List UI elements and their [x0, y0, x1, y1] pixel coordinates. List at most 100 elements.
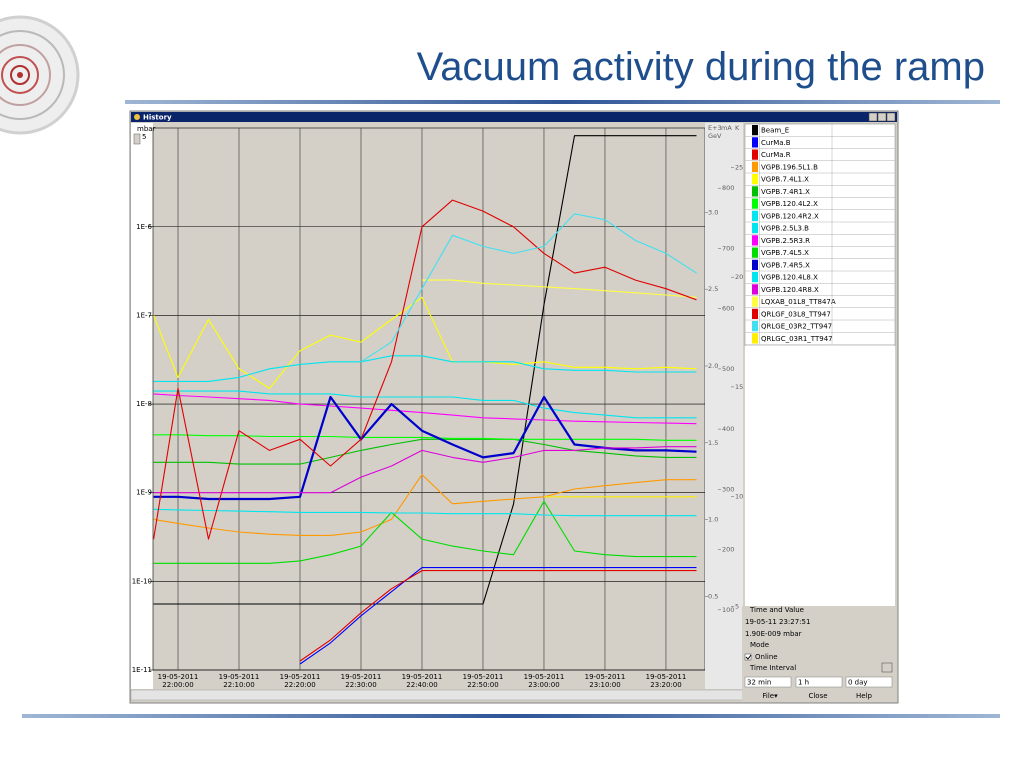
x-tick-label: 19-05-2011	[646, 673, 687, 681]
interval-field[interactable]	[744, 676, 792, 688]
series-line	[153, 500, 697, 564]
checkmark	[745, 654, 752, 660]
legend-swatch[interactable]	[752, 333, 758, 344]
value-readout: 1.90E-009 mbar	[745, 630, 802, 638]
x-tick-label: 19-05-2011	[463, 673, 504, 681]
right-tick-label: 2.5	[708, 285, 718, 293]
top-rule	[125, 100, 1000, 104]
series-line	[153, 446, 697, 494]
side-panel: Time and Value 19-05-11 23:27:51 1.90E-0…	[742, 606, 896, 702]
legend-swatch[interactable]	[752, 321, 758, 332]
interval-field[interactable]	[845, 676, 893, 688]
window-controls[interactable]	[868, 112, 896, 122]
slide-title: Vacuum activity during the ramp	[417, 45, 985, 89]
right-tick-label: 500	[722, 365, 734, 373]
legend-label: VGPB.2.5L3.B	[761, 225, 809, 233]
series-line	[153, 508, 697, 517]
legend-label: VGPB.2.5R3.R	[761, 237, 810, 245]
legend-swatch[interactable]	[752, 247, 758, 258]
right-tick-label: 5	[735, 602, 739, 610]
legend-swatch[interactable]	[752, 198, 758, 209]
legend-swatch[interactable]	[752, 284, 758, 295]
right-tick-label: 25	[735, 163, 743, 171]
logo	[0, 15, 80, 135]
right-tick-label: 200	[722, 546, 734, 554]
right-tick-label: 400	[722, 425, 734, 433]
legend-label: VGPB.196.5L1.B	[761, 163, 818, 171]
x-tick-label: 22:30:00	[345, 681, 376, 689]
title-bar	[131, 112, 897, 122]
legend-swatch[interactable]	[752, 210, 758, 221]
button[interactable]: File▾	[762, 692, 778, 700]
series-line	[299, 567, 697, 665]
interval-field[interactable]	[795, 676, 843, 688]
x-tick-label: 22:50:00	[467, 681, 498, 689]
legend-swatch[interactable]	[752, 223, 758, 234]
legend-swatch[interactable]	[752, 186, 758, 197]
online-checkbox[interactable]	[744, 653, 752, 661]
legend-swatch[interactable]	[752, 296, 758, 307]
x-tick-label: 22:20:00	[284, 681, 315, 689]
left-axis-panel	[131, 123, 153, 689]
time-readout: 19-05-11 23:27:51	[745, 618, 810, 626]
x-tick-label: 22:40:00	[406, 681, 437, 689]
interval-value: 32 min	[747, 679, 771, 687]
legend-label: QRLGE_03R2_TT947	[761, 323, 832, 331]
legend-label: VGPB.120.4L8.X	[761, 274, 818, 282]
legend-swatch[interactable]	[752, 308, 758, 319]
legend-label: QRLGC_03R1_TT947	[761, 335, 833, 343]
legend-label: VGPB.7.4L1.X	[761, 176, 809, 184]
legend-label: QRLGF_03L8_TT947	[761, 310, 831, 318]
right-tick-label: 100	[722, 606, 734, 614]
axis-header: K	[735, 124, 740, 132]
series-line	[153, 296, 697, 389]
right-tick-label: 600	[722, 305, 734, 313]
legend-swatch[interactable]	[752, 137, 758, 148]
x-tick-label: 19-05-2011	[402, 673, 443, 681]
right-tick-label: 2.0	[708, 362, 718, 370]
y-tick-label: 1E-11	[132, 666, 152, 674]
legend-swatch[interactable]	[752, 235, 758, 246]
window-icon	[134, 114, 140, 120]
series-line	[299, 570, 697, 662]
x-tick-label: 19-05-2011	[524, 673, 565, 681]
right-tick-label: 1.5	[708, 439, 718, 447]
group-heading: Time Interval	[749, 664, 796, 672]
right-tick-label: 700	[722, 244, 734, 252]
legend-empty	[745, 346, 895, 606]
y-tick-label: 1E-6	[136, 223, 152, 231]
horizontal-scrollbar[interactable]	[130, 689, 744, 701]
checkbox-label: Online	[755, 653, 778, 661]
y-tick-label: 1E-9	[136, 489, 152, 497]
bottom-rule	[22, 714, 1000, 718]
button[interactable]: Close	[808, 692, 827, 700]
legend-swatch[interactable]	[752, 259, 758, 270]
group-heading: Time and Value	[749, 606, 804, 614]
legend-swatch[interactable]	[752, 174, 758, 185]
legend-swatch[interactable]	[752, 149, 758, 160]
legend-swatch[interactable]	[752, 125, 758, 136]
legend-label: VGPB.120.4R2.X	[761, 212, 819, 220]
right-tick-label: 15	[735, 383, 743, 391]
interval-button[interactable]	[881, 662, 893, 673]
legend-label: LQXAB_01L8_TT847A	[761, 298, 836, 306]
legend-label: VGPB.7.4L5.X	[761, 249, 809, 257]
y-spin[interactable]	[133, 133, 141, 145]
series-line	[153, 438, 697, 465]
x-tick-label: 22:00:00	[162, 681, 193, 689]
interval-value: 1 h	[798, 679, 809, 687]
close-button[interactable]	[886, 112, 896, 122]
series-line	[422, 279, 697, 298]
minimize-button[interactable]	[868, 112, 878, 122]
legend-label: VGPB.120.4L2.X	[761, 200, 818, 208]
y-unit: mbar	[137, 125, 156, 133]
legend-label: VGPB.7.4R5.X	[761, 261, 810, 269]
legend-swatch[interactable]	[752, 272, 758, 283]
plot-lines	[153, 135, 697, 665]
legend-swatch[interactable]	[752, 161, 758, 172]
maximize-button[interactable]	[877, 112, 887, 122]
button[interactable]: Help	[856, 692, 873, 700]
legend-label: Beam_E	[761, 127, 789, 135]
right-tick-label: 0.5	[708, 592, 718, 600]
legend-label: CurMa.B	[761, 139, 791, 147]
